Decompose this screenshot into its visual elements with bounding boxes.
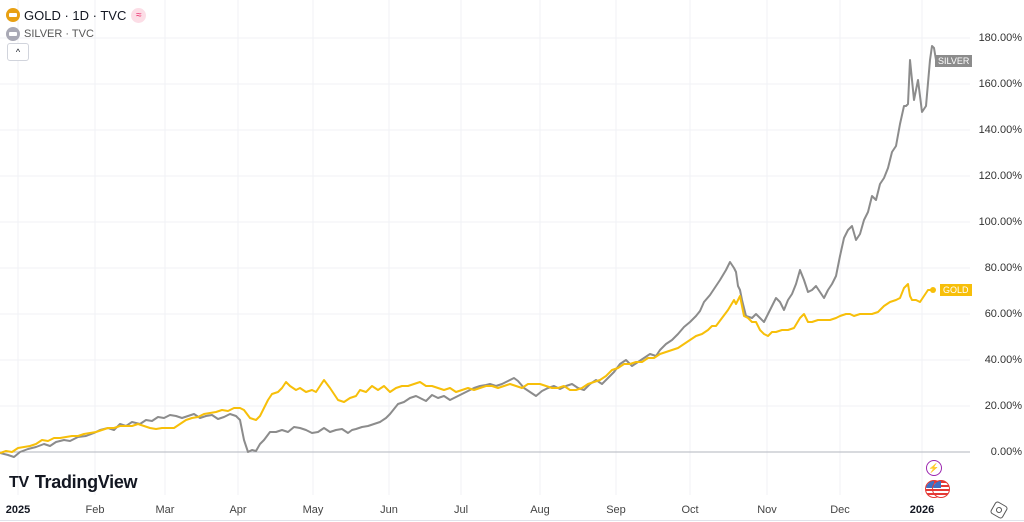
grid-lines [0, 0, 970, 495]
gold-last-point [930, 287, 936, 293]
y-tick: 160.00% [978, 78, 1022, 90]
legend: GOLD · 1D · TVC ≈ SILVER · TVC [6, 6, 147, 44]
y-tick: 60.00% [984, 308, 1022, 320]
legend-silver[interactable]: SILVER · TVC [6, 25, 146, 43]
silver-price-tag: SILVER [935, 55, 973, 67]
gold-price-tag: GOLD [940, 284, 972, 296]
legend-gold[interactable]: GOLD · 1D · TVC ≈ [6, 6, 147, 24]
x-tick: Aug [530, 504, 550, 516]
gold-line[interactable] [0, 283, 932, 454]
y-tick: 80.00% [984, 262, 1022, 274]
legend-silver-label: SILVER · TVC [24, 28, 94, 40]
chevron-up-icon: ^ [15, 47, 21, 57]
us-flag-event-icon-2[interactable] [932, 480, 950, 498]
x-tick: Nov [757, 504, 777, 516]
y-tick: 20.00% [984, 400, 1022, 412]
tradingview-logo-icon: TV [9, 473, 29, 491]
compare-badge-icon[interactable]: ≈ [131, 7, 147, 23]
tradingview-logo[interactable]: TV TradingView [9, 472, 138, 493]
lightning-event-icon[interactable]: ⚡ [926, 460, 942, 476]
gold-bars-icon [6, 8, 20, 22]
y-tick: 100.00% [978, 216, 1022, 228]
x-tick: 2026 [909, 504, 935, 516]
bottom-divider [0, 520, 1024, 521]
tradingview-logo-text: TradingView [34, 472, 138, 492]
y-tick: 40.00% [984, 354, 1022, 366]
legend-gold-label: GOLD · 1D · TVC [24, 7, 127, 23]
x-tick: Feb [85, 504, 105, 516]
collapse-legend-button[interactable]: ^ [7, 43, 29, 61]
x-tick: Oct [681, 504, 699, 516]
x-tick: Mar [155, 504, 175, 516]
x-tick: Jul [453, 504, 469, 516]
x-tick: Dec [830, 504, 850, 516]
y-tick: 120.00% [978, 170, 1022, 182]
x-tick: 2025 [5, 504, 31, 516]
x-tick: Sep [606, 504, 626, 516]
silver-line[interactable] [0, 45, 937, 458]
y-tick: 140.00% [978, 124, 1022, 136]
x-tick: Apr [229, 504, 247, 516]
x-tick: Jun [380, 504, 398, 516]
silver-bars-icon [6, 27, 20, 41]
x-tick: May [302, 504, 324, 516]
y-tick: 0.00% [990, 446, 1022, 458]
y-tick: 180.00% [978, 32, 1022, 44]
